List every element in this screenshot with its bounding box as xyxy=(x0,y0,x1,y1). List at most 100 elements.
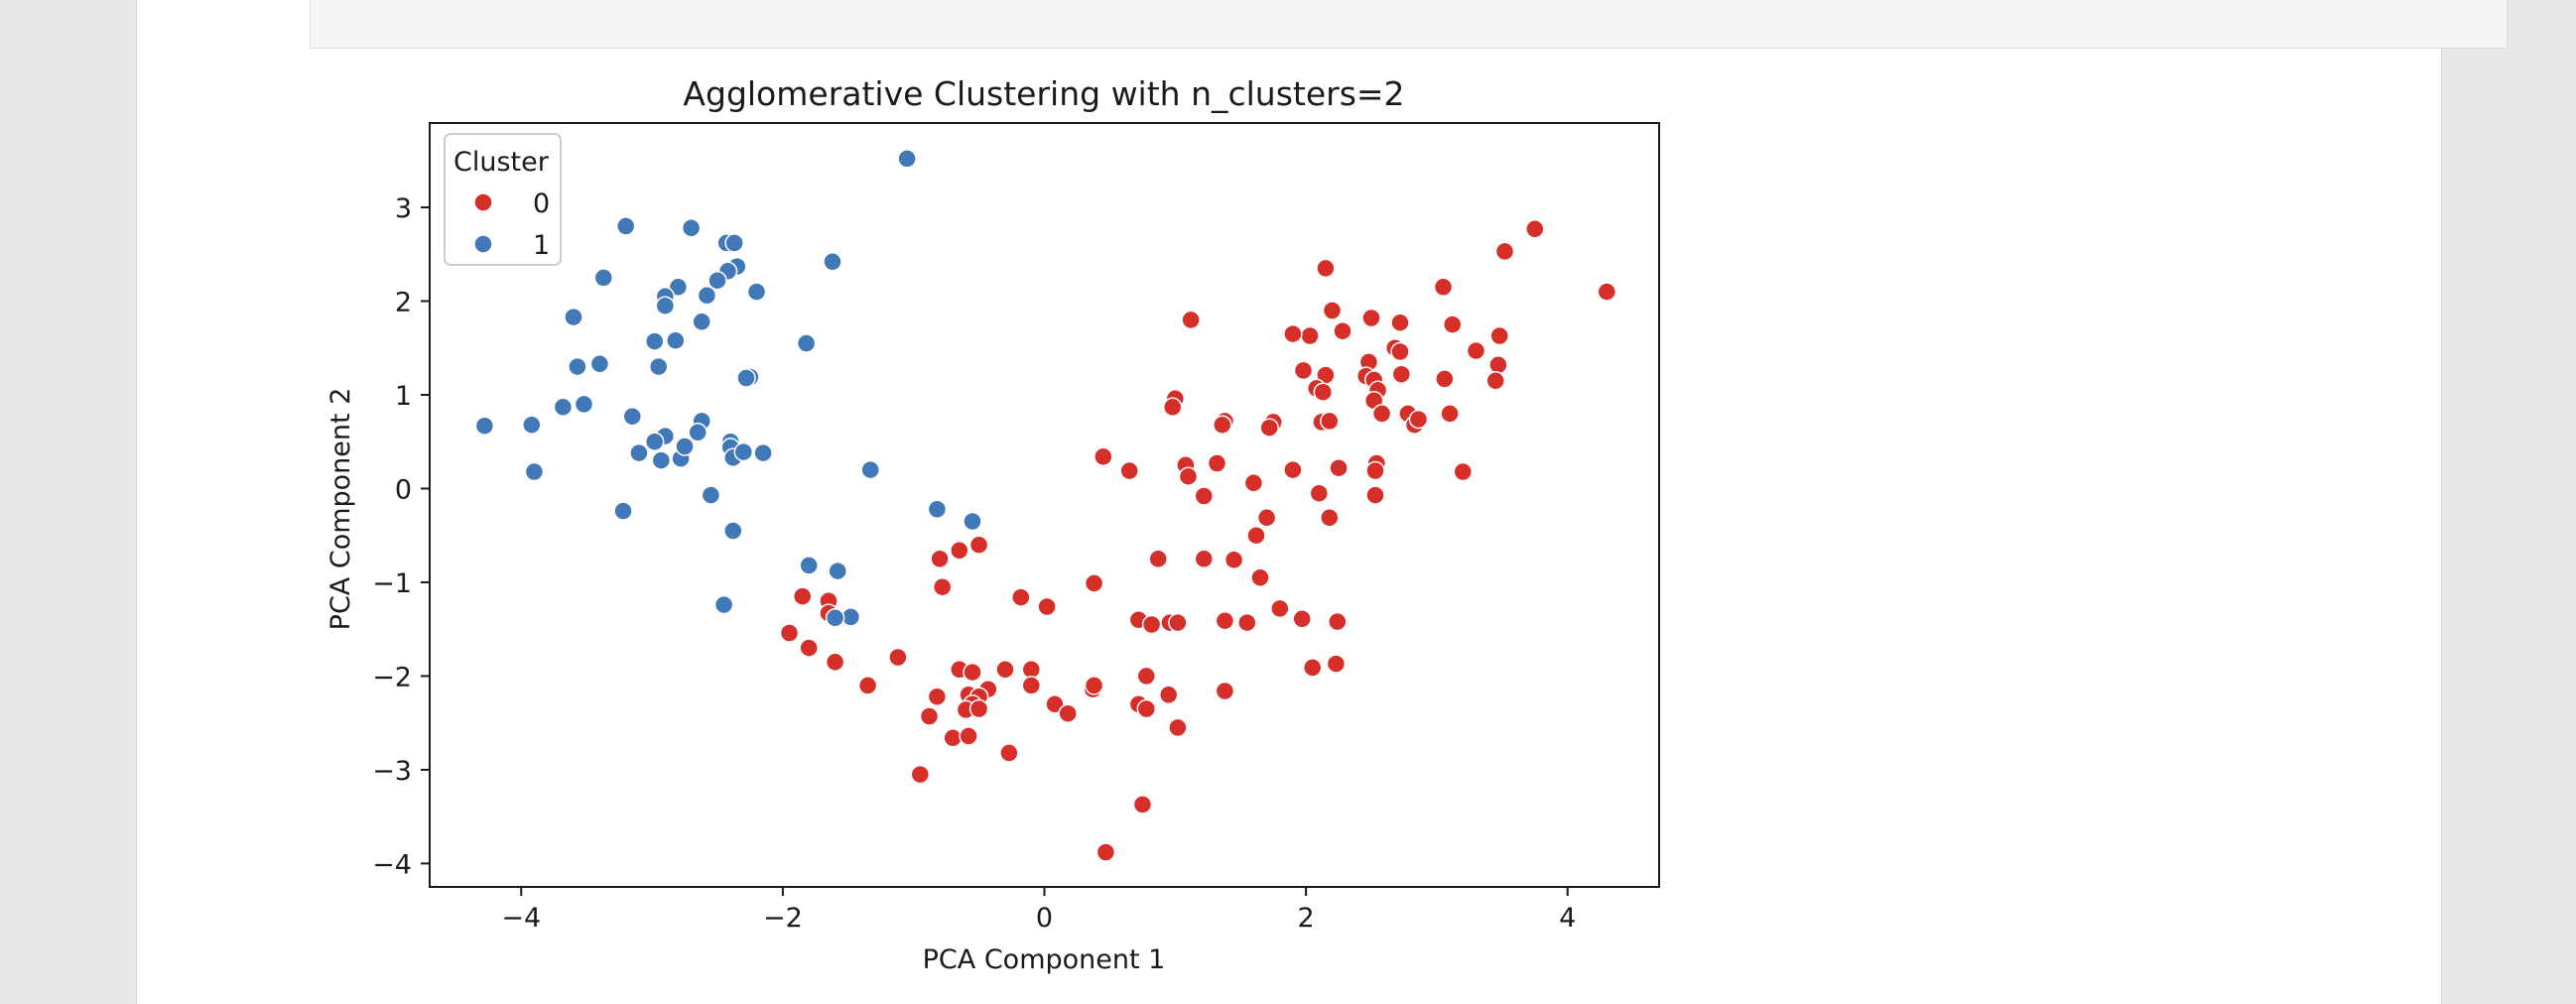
legend-label-cluster-1: 1 xyxy=(533,230,550,261)
data-point-cluster-1 xyxy=(897,149,917,169)
data-point-cluster-0 xyxy=(1094,446,1113,467)
data-point-cluster-0 xyxy=(1136,666,1157,687)
data-point-cluster-1 xyxy=(799,556,819,575)
data-point-cluster-1 xyxy=(701,485,721,505)
data-point-cluster-0 xyxy=(1194,549,1215,569)
data-point-cluster-0 xyxy=(927,687,948,706)
data-point-cluster-0 xyxy=(1309,483,1330,503)
data-point-cluster-1 xyxy=(613,501,633,521)
data-point-cluster-1 xyxy=(651,450,672,470)
y-tick-label: −1 xyxy=(372,568,412,599)
data-point-cluster-0 xyxy=(1158,685,1179,705)
previous-output-cell xyxy=(310,0,2508,49)
data-point-cluster-0 xyxy=(1433,277,1454,298)
data-point-cluster-0 xyxy=(1095,842,1116,862)
data-point-cluster-0 xyxy=(1485,371,1505,391)
data-point-cluster-1 xyxy=(564,307,583,327)
data-point-cluster-1 xyxy=(593,268,614,288)
data-point-cluster-0 xyxy=(932,576,953,597)
data-point-cluster-0 xyxy=(1408,409,1429,430)
y-tick-label: 3 xyxy=(395,193,412,224)
x-tick-label: 4 xyxy=(1559,903,1576,934)
data-point-cluster-0 xyxy=(959,726,978,746)
data-point-cluster-0 xyxy=(1215,681,1235,701)
y-tick-label: −3 xyxy=(372,756,412,787)
data-point-cluster-0 xyxy=(1328,611,1348,632)
data-point-cluster-1 xyxy=(675,437,695,456)
data-point-cluster-1 xyxy=(668,277,689,298)
data-point-cluster-0 xyxy=(1215,610,1235,631)
data-point-cluster-0 xyxy=(1365,460,1385,481)
data-point-cluster-0 xyxy=(1237,612,1257,633)
data-point-cluster-1 xyxy=(644,331,665,351)
data-point-cluster-0 xyxy=(1326,654,1347,674)
data-point-cluster-1 xyxy=(622,406,643,427)
data-point-cluster-1 xyxy=(589,354,610,374)
legend-frame xyxy=(444,133,562,266)
data-point-cluster-0 xyxy=(1313,382,1334,402)
data-point-cluster-0 xyxy=(1162,397,1183,418)
data-point-cluster-0 xyxy=(1119,460,1139,481)
data-point-cluster-0 xyxy=(825,652,845,673)
data-point-cluster-0 xyxy=(1021,660,1042,680)
data-point-cluster-0 xyxy=(1224,550,1244,570)
data-point-cluster-0 xyxy=(968,698,989,719)
data-point-cluster-0 xyxy=(1333,320,1352,341)
data-point-cluster-0 xyxy=(1058,703,1078,723)
data-point-cluster-0 xyxy=(1259,418,1279,438)
data-point-cluster-0 xyxy=(1371,404,1392,424)
data-point-cluster-1 xyxy=(736,368,756,388)
data-point-cluster-0 xyxy=(1453,461,1474,482)
data-point-cluster-0 xyxy=(1181,310,1201,330)
data-point-cluster-0 xyxy=(1489,325,1509,346)
chart-title: Agglomerative Clustering with n_clusters… xyxy=(683,74,1404,113)
data-point-cluster-1 xyxy=(474,416,495,436)
y-axis-label: PCA Component 2 xyxy=(325,388,356,631)
data-point-cluster-1 xyxy=(860,459,880,480)
data-point-cluster-0 xyxy=(1037,596,1057,617)
data-point-cluster-0 xyxy=(1168,612,1188,633)
data-point-cluster-0 xyxy=(1168,717,1188,738)
x-tick-label: −2 xyxy=(763,903,803,934)
data-point-cluster-0 xyxy=(1466,340,1486,361)
data-point-cluster-1 xyxy=(746,282,767,302)
legend-title: Cluster xyxy=(453,147,550,178)
data-point-cluster-0 xyxy=(1011,587,1031,607)
data-point-cluster-1 xyxy=(629,442,649,463)
legend: Cluster 0 1 xyxy=(444,133,562,266)
data-point-cluster-0 xyxy=(1302,658,1323,678)
data-point-cluster-0 xyxy=(1246,525,1266,546)
data-point-cluster-0 xyxy=(943,728,963,748)
data-point-cluster-1 xyxy=(574,394,594,415)
data-point-cluster-1 xyxy=(644,432,665,451)
data-point-cluster-0 xyxy=(857,676,878,695)
plot-area: −4 −2 0 2 4 −4 −3 −2 −1 0 1 2 3 xyxy=(372,122,1660,934)
data-point-cluster-0 xyxy=(1390,313,1410,332)
data-point-cluster-0 xyxy=(1435,369,1455,389)
data-point-cluster-0 xyxy=(1283,459,1303,480)
data-point-cluster-0 xyxy=(1213,415,1232,435)
data-point-cluster-0 xyxy=(1442,314,1463,334)
data-point-cluster-1 xyxy=(524,461,545,482)
data-point-cluster-0 xyxy=(1440,404,1460,424)
data-point-cluster-1 xyxy=(963,511,982,532)
data-point-cluster-0 xyxy=(1270,598,1290,619)
data-point-cluster-0 xyxy=(995,660,1015,680)
data-point-cluster-1 xyxy=(692,312,711,332)
data-point-cluster-0 xyxy=(1045,694,1065,714)
data-point-cluster-1 xyxy=(723,521,743,541)
data-point-cluster-1 xyxy=(823,252,842,272)
axes-frame xyxy=(429,122,1660,888)
y-tick-label: −2 xyxy=(372,662,412,692)
data-point-cluster-1 xyxy=(713,594,734,615)
data-point-cluster-1 xyxy=(733,441,754,462)
data-point-cluster-0 xyxy=(1148,549,1168,569)
data-point-cluster-0 xyxy=(919,706,940,726)
data-point-cluster-0 xyxy=(1243,473,1264,493)
data-point-cluster-0 xyxy=(1084,573,1104,593)
legend-marker-cluster-1 xyxy=(473,234,493,254)
data-point-cluster-0 xyxy=(1293,360,1314,381)
data-point-cluster-0 xyxy=(1136,698,1157,719)
data-point-cluster-1 xyxy=(681,218,702,238)
data-point-cluster-1 xyxy=(724,233,744,253)
